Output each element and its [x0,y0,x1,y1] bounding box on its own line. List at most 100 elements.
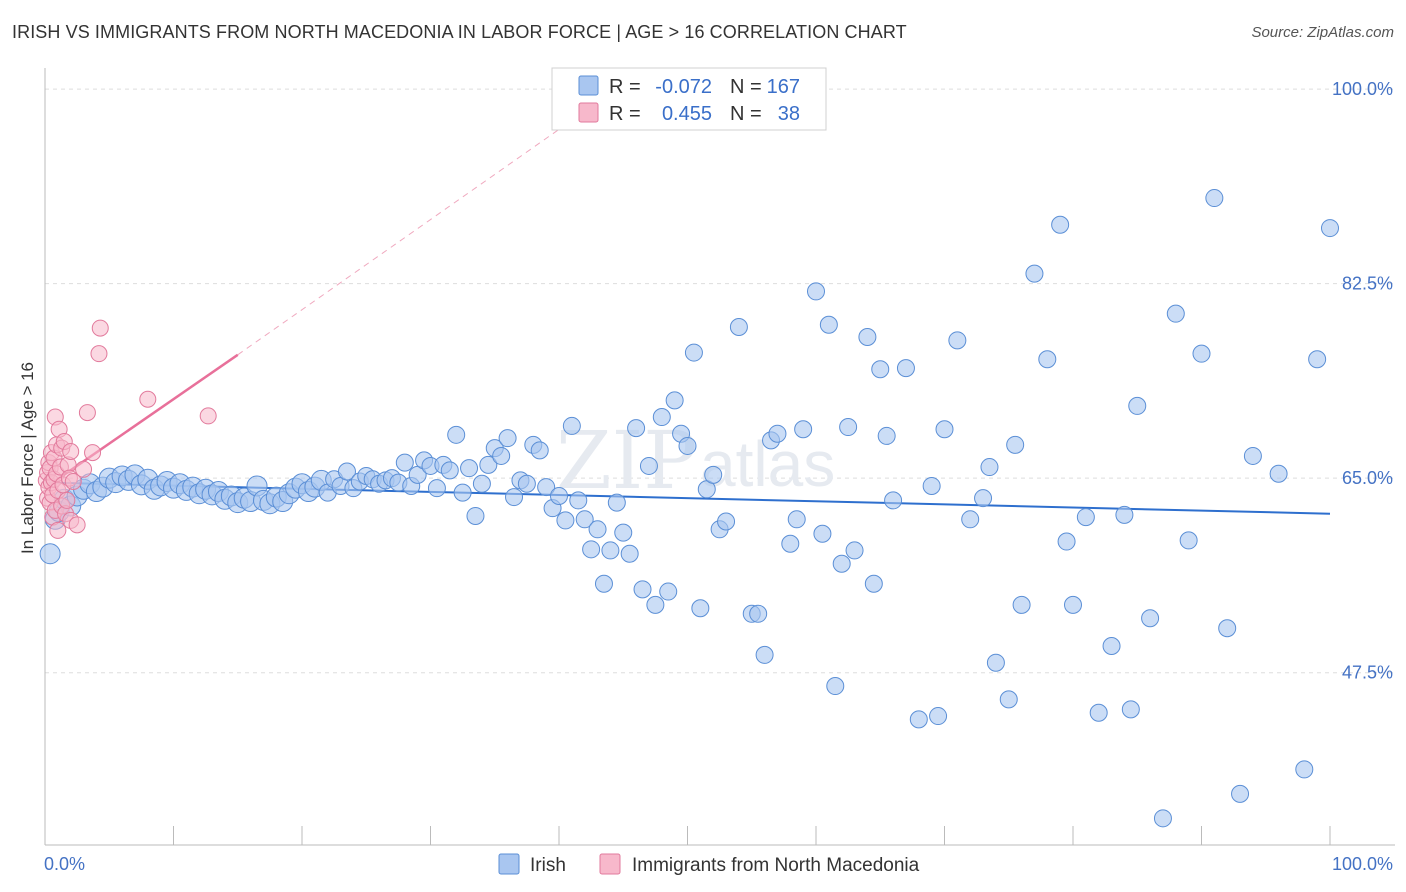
mk-point-37 [91,319,109,337]
irish-point-96 [652,408,671,427]
irish-legend-swatch [578,75,599,96]
mk-trend-extension [237,110,585,356]
irish-point-142 [1038,350,1057,369]
irish-point-65 [453,483,472,502]
north-macedonia-points [37,319,217,539]
irish-point-84 [575,510,594,529]
irish-point-101 [684,343,703,362]
mk-point-18 [49,521,67,539]
irish-point-71 [492,446,511,465]
irish-point-73 [505,488,524,507]
irish-point-106 [717,512,736,531]
mk-point-35 [84,444,102,462]
irish-point-141 [1025,264,1044,283]
mk-point-31 [64,473,82,491]
irish-point-129 [909,710,928,729]
irish-point-109 [749,604,768,623]
irish-point-72 [498,429,517,448]
irish-point-61 [427,479,446,498]
irish-points [39,189,1339,828]
irish-point-133 [948,331,967,350]
irish-point-81 [556,511,575,530]
mk-point-34 [78,404,96,422]
irish-point-150 [1121,700,1140,719]
irish-point-102 [691,599,710,618]
irish-point-163 [1308,350,1327,369]
irish-point-85 [582,540,601,559]
mk-point-26 [58,491,76,509]
mk-point-32 [68,516,86,534]
irish-point-75 [517,474,536,493]
irish-point-122 [845,541,864,560]
irish-point-160 [1243,446,1262,465]
irish-point-164 [1321,219,1339,238]
irish-point-80 [550,486,568,505]
irish-point-134 [961,510,980,529]
irish-point-100 [678,436,697,455]
mk-point-39 [199,407,217,425]
irish-point-149 [1115,505,1134,524]
irish-point-66 [460,459,479,478]
irish-point-147 [1089,703,1108,722]
irish-series-label: Irish [530,855,566,876]
irish-point-98 [665,391,684,410]
irish-point-112 [768,424,787,443]
mk-point-38 [139,390,157,408]
irish-point-114 [787,510,806,529]
irish-point-125 [871,360,890,379]
irish-point-123 [858,328,877,347]
irish-point-88 [601,541,620,560]
irish-point-128 [896,359,915,378]
irish-point-95 [646,595,665,614]
irish-point-110 [755,645,774,664]
irish-point-155 [1179,531,1198,550]
irish-point-117 [813,524,832,543]
stats-legend: R = -0.072 N = 167 R = 0.455 N = 38 [551,67,827,131]
irish-point-124 [864,574,883,593]
irish-point-91 [620,544,639,563]
irish-point-47 [337,462,356,481]
irish-point-64 [447,425,466,444]
irish-point-140 [1012,595,1031,614]
mk-legend-swatch [578,102,599,123]
irish-point-157 [1205,189,1224,208]
y-axis-title: In Labor Force | Age > 16 [18,362,37,554]
irish-point-113 [781,534,800,553]
mk-r-label: R = [609,103,641,125]
irish-point-0 [39,543,61,565]
y-tick-label-2: 82.5% [1342,274,1393,294]
irish-point-127 [884,491,903,510]
x-tick-label-1: 100.0% [1332,854,1393,874]
irish-point-161 [1269,464,1288,483]
mk-series-label: Immigrants from North Macedonia [632,855,920,876]
irish-n-label: N = [730,76,762,98]
irish-point-118 [819,315,838,334]
irish-point-83 [569,491,588,510]
irish-n-value: 167 [767,76,800,98]
irish-point-162 [1295,760,1314,779]
irish-point-107 [729,317,748,336]
irish-point-154 [1166,304,1185,323]
irish-point-130 [922,476,941,495]
mk-point-33 [75,460,93,478]
mk-n-label: N = [730,103,762,125]
irish-point-145 [1064,595,1082,614]
irish-point-63 [440,461,459,480]
irish-point-68 [472,474,491,493]
irish-point-119 [826,677,845,696]
irish-point-137 [986,653,1005,672]
irish-series-swatch [498,853,520,875]
irish-point-93 [633,580,652,599]
irish-point-135 [974,489,993,508]
irish-point-126 [877,426,896,445]
irish-point-97 [659,582,678,601]
chart-title: IRISH VS IMMIGRANTS FROM NORTH MACEDONIA… [12,22,907,42]
irish-point-132 [935,420,954,439]
mk-point-29 [62,442,80,460]
irish-point-120 [832,554,851,573]
irish-point-92 [627,419,646,438]
source-credit: Source: ZipAtlas.com [1251,24,1394,41]
irish-point-143 [1051,215,1070,234]
irish-point-115 [794,420,813,439]
series-legend: Irish Immigrants from North Macedonia [498,853,920,876]
